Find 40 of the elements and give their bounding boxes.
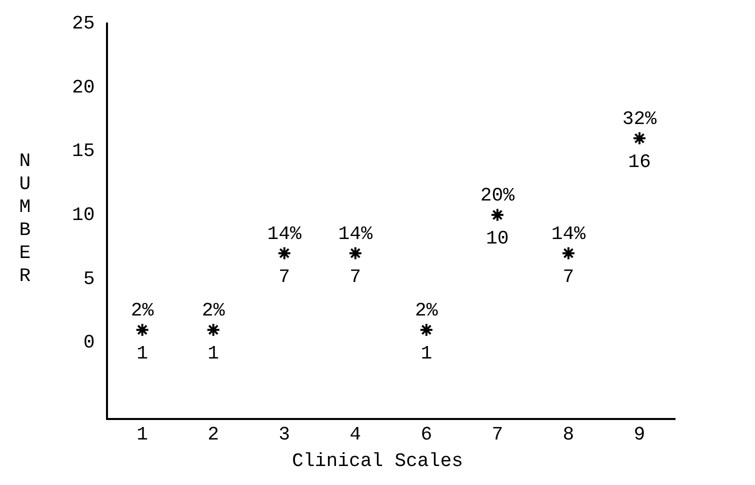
- data-label: 1: [208, 342, 220, 364]
- x-tick-label: 3: [278, 424, 290, 446]
- y-tick-label: 5: [83, 268, 95, 290]
- x-tick-label: 8: [562, 424, 574, 446]
- x-tick-label: 1: [136, 424, 148, 446]
- y-tick-label: 15: [72, 140, 95, 162]
- data-label: 16: [628, 150, 651, 173]
- y-axis-title: NUMBER: [14, 150, 36, 288]
- point: [348, 246, 362, 260]
- annotation: 14%: [551, 222, 586, 245]
- x-tick-label: 7: [492, 424, 504, 446]
- annotation: 20%: [480, 184, 516, 206]
- x-tick-label: 9: [634, 424, 646, 446]
- x-tick-label: 4: [350, 424, 362, 446]
- y-tick-label: 20: [72, 76, 95, 98]
- data-label: 7: [562, 266, 574, 288]
- point: [206, 322, 220, 337]
- y-tick-label: 25: [72, 12, 95, 34]
- annotation: 14%: [338, 222, 374, 245]
- y-tick-label: 10: [72, 204, 95, 226]
- point: [561, 246, 576, 260]
- point: [490, 208, 504, 222]
- point: [135, 322, 150, 337]
- data-label: 7: [278, 266, 290, 288]
- x-tick-label: 6: [420, 424, 432, 446]
- annotation: 2%: [202, 299, 226, 322]
- data-label: 1: [420, 342, 432, 364]
- point: [277, 246, 292, 260]
- y-tick-label: 0: [83, 332, 95, 354]
- point: [419, 322, 434, 337]
- annotation: 32%: [622, 108, 658, 130]
- point: [632, 131, 646, 146]
- annotation: 2%: [415, 299, 438, 322]
- x-axis-title: Clinical Scales: [290, 450, 464, 472]
- data-label: 7: [350, 266, 362, 288]
- x-tick-label: 2: [208, 424, 220, 446]
- annotation: 14%: [267, 222, 302, 245]
- annotation: 2%: [130, 299, 154, 322]
- data-label: 1: [136, 342, 148, 364]
- data-label: 10: [486, 227, 509, 250]
